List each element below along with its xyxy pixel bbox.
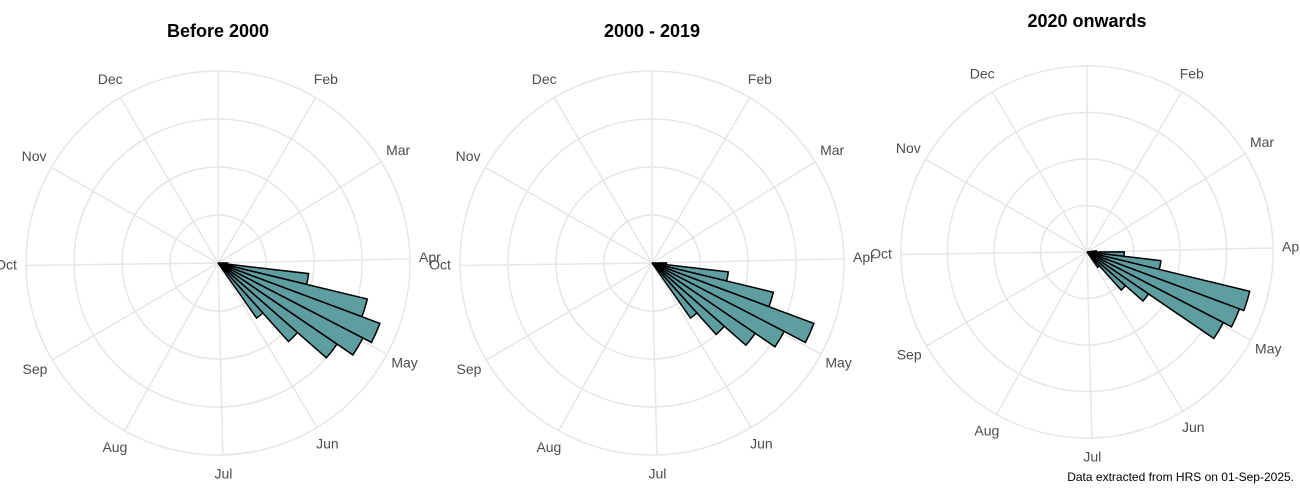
grid-spoke [557, 262, 653, 432]
bar [651, 262, 757, 347]
grid-spoke [1086, 251, 1184, 412]
month-label: May [391, 354, 417, 370]
grid-spoke [217, 262, 318, 428]
grid-spoke [651, 262, 658, 455]
grid-spoke [123, 262, 219, 432]
month-label: Oct [870, 245, 892, 261]
caption: Data extracted from HRS on 01-Sep-2025. [1067, 470, 1294, 484]
bar [651, 262, 786, 348]
month-label: Jul [1083, 449, 1101, 465]
month-label: Mar [386, 142, 410, 158]
month-label: Feb [314, 71, 338, 87]
grid-spoke [651, 161, 816, 264]
month-label: Jul [215, 466, 233, 482]
grid-spoke [217, 258, 410, 264]
grid-spoke [217, 97, 317, 264]
bar [1086, 251, 1241, 328]
grid-spoke [1086, 153, 1246, 253]
month-label: Oct [0, 256, 17, 272]
bar [651, 262, 698, 320]
grid-spoke [51, 262, 219, 361]
month-label: Apr [1282, 238, 1300, 254]
month-label: May [825, 354, 851, 370]
grid-spoke [485, 166, 653, 264]
month-label: Mar [820, 142, 844, 158]
bar [651, 262, 815, 344]
grid-spoke [26, 262, 219, 267]
month-label: Feb [748, 71, 772, 87]
grid-spoke [651, 258, 844, 264]
bar [217, 262, 381, 344]
grid-spoke [485, 262, 653, 361]
month-label: Jul [649, 466, 667, 482]
grid-spoke [217, 262, 224, 455]
month-label: Dec [970, 65, 995, 81]
bar [1086, 251, 1101, 269]
month-label: Mar [1250, 134, 1274, 150]
grid-spoke [651, 97, 751, 264]
month-label: Aug [974, 423, 999, 439]
grid-spoke [651, 262, 752, 428]
month-label: Oct [429, 256, 451, 272]
month-label: Nov [456, 148, 481, 164]
month-label: Jun [316, 435, 339, 451]
month-label: Nov [896, 140, 921, 156]
bar [217, 262, 299, 343]
month-label: Jun [1182, 419, 1205, 435]
grid-spoke [1086, 251, 1093, 438]
grid-spoke [926, 251, 1088, 347]
bar [1086, 251, 1127, 292]
grid-spoke [217, 161, 382, 264]
grid-spoke [991, 91, 1088, 253]
month-label: Apr [853, 249, 875, 265]
grid-spoke [119, 97, 219, 264]
grid-spoke [995, 251, 1088, 415]
month-label: Sep [457, 361, 482, 377]
grid-spoke [1086, 91, 1183, 253]
bar [651, 262, 726, 336]
month-label: Aug [102, 439, 127, 455]
grid-spoke [51, 166, 219, 264]
bar [217, 262, 339, 359]
month-label: May [1255, 341, 1281, 357]
month-label: Dec [98, 71, 123, 87]
bar [1086, 251, 1150, 303]
month-label: Sep [897, 347, 922, 363]
bar [217, 262, 364, 356]
month-label: Apr [419, 249, 441, 265]
chart-title: 2020 onwards [1027, 11, 1146, 31]
bar [1086, 251, 1225, 340]
month-label: Jun [750, 435, 773, 451]
grid-spoke [553, 97, 653, 264]
month-label: Dec [532, 71, 557, 87]
chart-title: 2000 - 2019 [604, 21, 700, 41]
month-label: Aug [536, 439, 561, 455]
chart-title: Before 2000 [167, 21, 269, 41]
grid-spoke [460, 262, 653, 267]
month-label: Sep [23, 361, 48, 377]
month-label: Feb [1180, 65, 1204, 81]
month-label: Nov [22, 148, 47, 164]
grid-spoke [901, 251, 1088, 256]
bar [217, 262, 264, 320]
grid-spoke [925, 158, 1088, 253]
